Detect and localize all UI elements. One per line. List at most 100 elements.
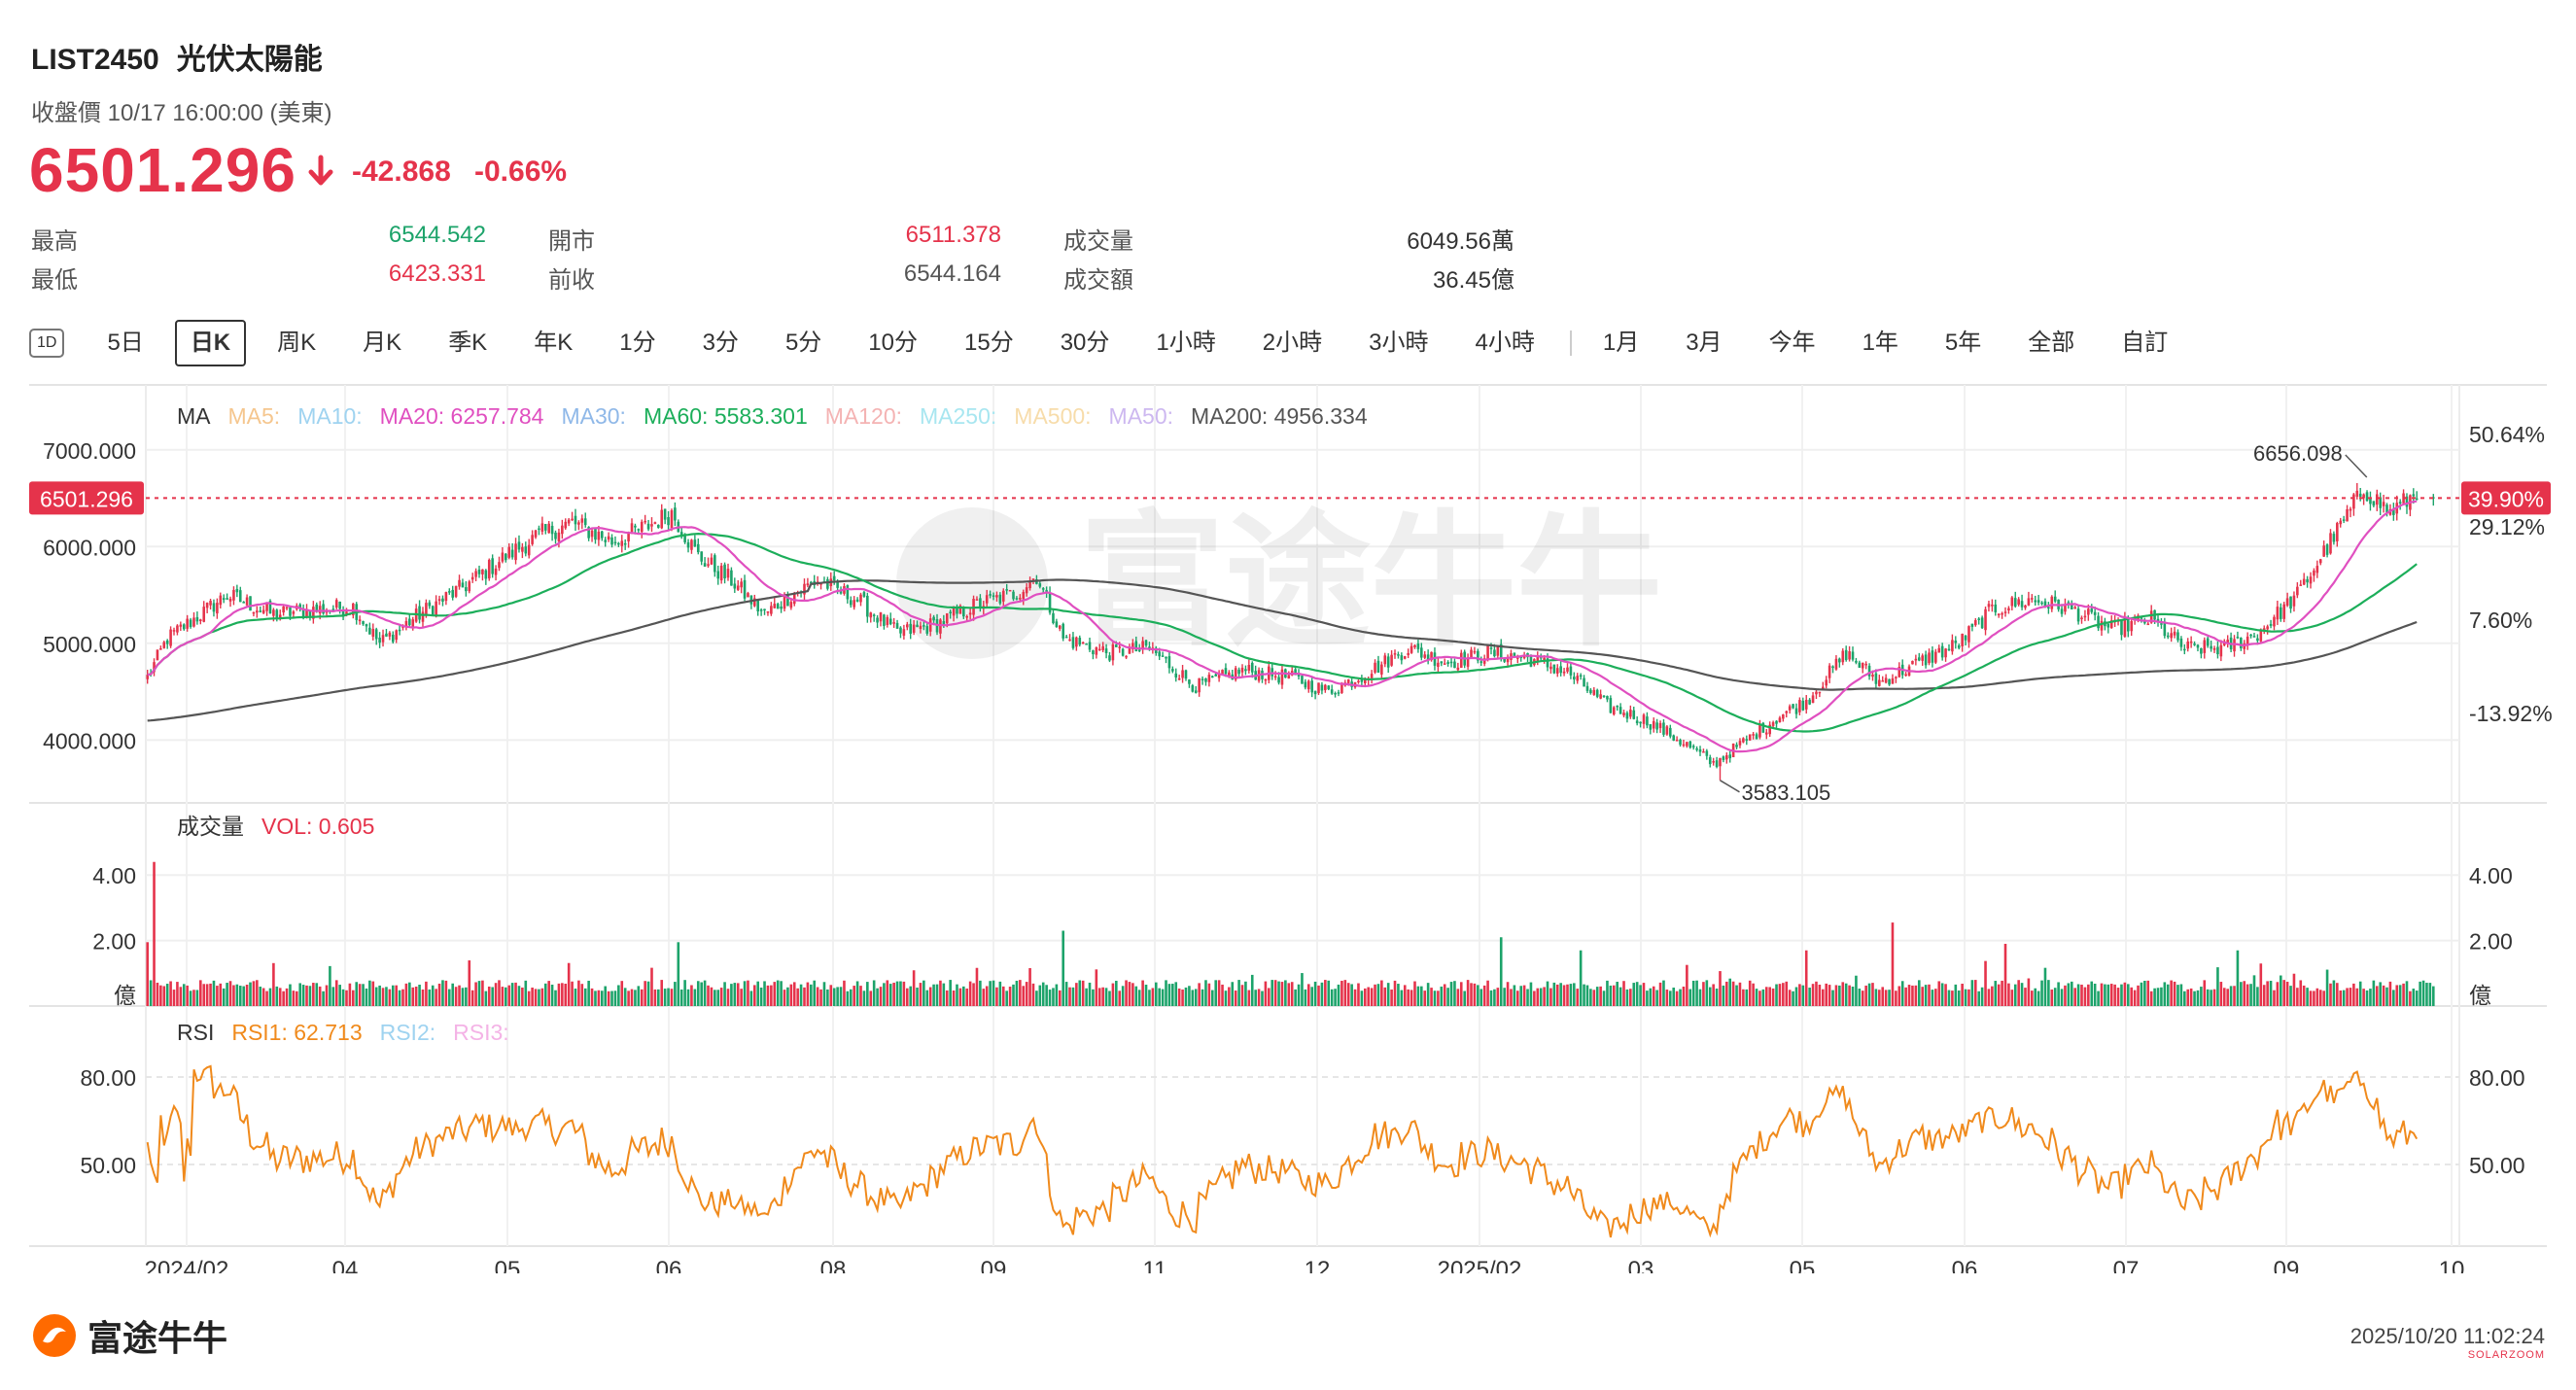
candle-body (2183, 648, 2186, 651)
volume-bar (1731, 981, 1735, 1006)
candle-body (352, 603, 355, 615)
volume-bar (1221, 984, 1224, 1006)
volume-bar (2306, 988, 2309, 1006)
volume-bar (610, 990, 613, 1006)
volume-bar (2216, 967, 2219, 1006)
volume-bar (770, 985, 773, 1006)
volume-bar (1519, 986, 1523, 1006)
tab-period-7[interactable]: 3分 (702, 330, 739, 356)
volume-bar (1951, 990, 1954, 1006)
volume-bar (1792, 990, 1794, 1006)
volume-bar (2415, 990, 2419, 1006)
volume-bar (2419, 981, 2421, 1006)
tab-period-2[interactable]: 周K (277, 330, 317, 356)
candle-body (461, 582, 465, 588)
candle-body (2309, 576, 2313, 584)
volume-bar (507, 985, 511, 1006)
candle-body (859, 594, 862, 603)
volume-bar (1745, 989, 1749, 1006)
candle-body (1092, 650, 1095, 655)
candle-body (640, 521, 644, 533)
candle-body (674, 507, 677, 521)
volume-bar (1493, 989, 1496, 1006)
volume-bar (501, 987, 505, 1006)
volume-bar (1337, 984, 1340, 1006)
volume-bar (1991, 986, 1994, 1006)
candle-body (975, 599, 979, 601)
x-tick-label: 12 (1305, 1257, 1331, 1273)
candle-body (1884, 678, 1888, 683)
rsi-tick-left: 50.00 (80, 1153, 136, 1178)
candle-body (289, 607, 292, 616)
tab-period-15[interactable]: 4小時 (1475, 330, 1535, 356)
tab-period-3[interactable]: 月K (363, 330, 402, 356)
volume-bar (1154, 982, 1158, 1006)
volume-bar (819, 989, 822, 1006)
pct-tick-label: 50.64% (2469, 422, 2545, 447)
tab-period-5[interactable]: 年K (534, 330, 574, 356)
candle-body (2060, 608, 2064, 614)
candle-body (1503, 658, 1506, 662)
tab-period-11[interactable]: 30分 (1060, 330, 1110, 356)
tab-period-14[interactable]: 3小時 (1369, 330, 1429, 356)
volume-bar (1881, 987, 1885, 1006)
candle-body (2369, 498, 2372, 504)
stock-chart[interactable]: 2024/02 04 05 06 08 09 11 12 2025/02 03 05 06 07 09 10… (0, 379, 2576, 1273)
candle-body (2219, 644, 2223, 657)
candle-body (2146, 623, 2150, 626)
tab-range-1[interactable]: 3月 (1686, 330, 1723, 356)
volume-bar (886, 980, 889, 1006)
tab-period-12[interactable]: 1小時 (1156, 330, 1216, 356)
candle-body (693, 539, 697, 547)
volume-bar (1752, 983, 1755, 1006)
volume-bar (634, 990, 637, 1006)
watermark-text: 富途牛牛 (1079, 500, 1662, 663)
volume-bar (259, 987, 262, 1006)
candle-body (1374, 662, 1376, 673)
candle-body (345, 611, 348, 614)
x-tick-label: 06 (1952, 1257, 1978, 1273)
candle-body (159, 648, 162, 650)
candle-body (1719, 757, 1722, 767)
volume-bar (2179, 984, 2183, 1006)
volume-bar (1818, 985, 1822, 1006)
tab-range-5[interactable]: 全部 (2028, 330, 2075, 356)
volume-bar (295, 990, 298, 1006)
tab-period-4[interactable]: 季K (448, 330, 488, 356)
candle-body (899, 627, 902, 634)
tab-period-9[interactable]: 10分 (868, 330, 918, 356)
volume-bar (2013, 984, 2017, 1006)
volume-bar (1878, 990, 1881, 1006)
tab-range-3[interactable]: 1年 (1862, 330, 1898, 356)
candle-body (1062, 623, 1065, 639)
volume-bar (2402, 983, 2405, 1006)
volume-bar (1204, 980, 1207, 1006)
tab-period-6[interactable]: 1分 (619, 330, 656, 356)
volume-bar (2372, 980, 2376, 1006)
volume-bar (2007, 983, 2010, 1006)
candle-body (1980, 617, 1984, 629)
tab-range-6[interactable]: 自訂 (2121, 330, 2169, 356)
tab-period-10[interactable]: 15分 (964, 330, 1014, 356)
tab-period-13[interactable]: 2小時 (1262, 330, 1323, 356)
candle-body (2346, 508, 2349, 522)
candle-body (869, 612, 873, 618)
min-price-annotation: 3583.105 (1741, 781, 1830, 805)
candle-body (510, 549, 514, 558)
tab-range-0[interactable]: 1月 (1602, 330, 1640, 356)
tab-range-4[interactable]: 5年 (1944, 330, 1982, 356)
volume-bar (879, 987, 883, 1006)
volume-bar (487, 986, 491, 1006)
tab-period-8[interactable]: 5分 (784, 330, 822, 356)
tab-period-0[interactable]: 5日 (107, 330, 144, 356)
volume-bar (451, 983, 455, 1006)
tab-period-1[interactable]: 日K (174, 320, 247, 366)
candle-body (577, 522, 580, 525)
volume-bar (2160, 987, 2163, 1006)
daily-view-icon[interactable]: 1D (29, 329, 65, 358)
candle-body (1001, 590, 1005, 602)
candle-body (501, 552, 505, 562)
volume-bar (1081, 980, 1085, 1006)
tab-range-2[interactable]: 今年 (1768, 330, 1816, 356)
volume-bar (1838, 985, 1841, 1006)
